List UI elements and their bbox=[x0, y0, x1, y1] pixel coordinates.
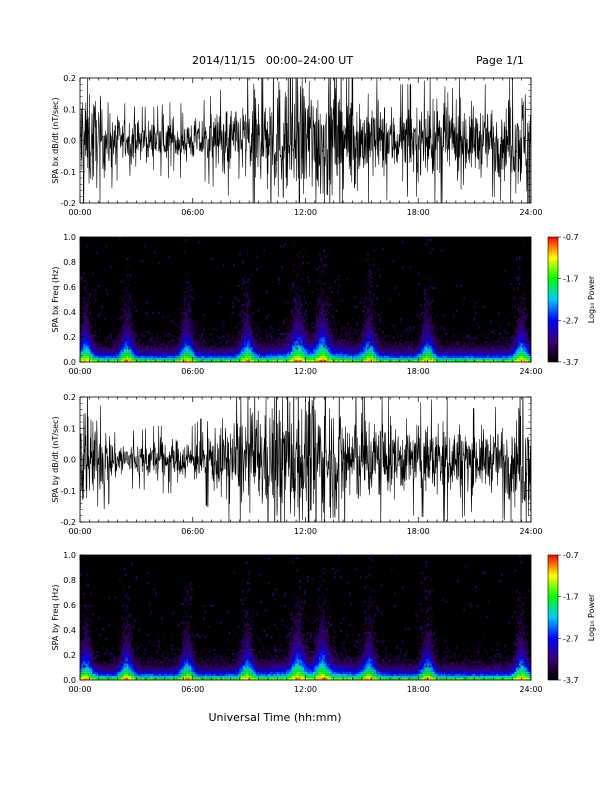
colorbar-tick-label: -0.7 bbox=[563, 551, 579, 560]
y-tick-label: -0.1 bbox=[60, 487, 76, 496]
x-tick-label: 00:00 bbox=[68, 527, 91, 536]
y-tick-label: 0.4 bbox=[63, 626, 76, 635]
y-tick-label: 0.0 bbox=[63, 358, 76, 367]
y-tick-label: 0.4 bbox=[63, 308, 76, 317]
colorbar bbox=[547, 236, 559, 363]
y-tick-label: 0.1 bbox=[63, 424, 76, 433]
x-tick-label: 12:00 bbox=[294, 527, 317, 536]
heatmap-cells bbox=[80, 555, 532, 681]
x-tick-label: 12:00 bbox=[294, 367, 317, 376]
y-tick-label: 0.6 bbox=[63, 283, 76, 292]
colorbar-tick-label: -0.7 bbox=[563, 233, 579, 242]
series-line bbox=[80, 397, 531, 522]
colorbar-label: Log₁₀ Power bbox=[587, 593, 596, 641]
page-indicator: Page 1/1 bbox=[476, 54, 524, 67]
y-tick-label: -0.2 bbox=[60, 199, 76, 208]
y-tick-label: 0.0 bbox=[63, 456, 76, 465]
y-tick-label: 1.0 bbox=[63, 233, 76, 242]
x-tick-label: 00:00 bbox=[68, 685, 91, 694]
x-tick-label: 18:00 bbox=[407, 527, 430, 536]
y-tick-label: 0.8 bbox=[63, 258, 76, 267]
x-tick-label: 24:00 bbox=[519, 208, 542, 217]
colorbar-label: Log₁₀ Power bbox=[587, 275, 596, 323]
panel-by-dbdt: -0.2 -0.1 0.0 0.1 0.2 SPA by dB/dt (nT/sec) 00… bbox=[51, 393, 543, 536]
figure-title: 2014/11/15 00:00–24:00 UT bbox=[192, 54, 354, 67]
colorbar-tick-label: -3.7 bbox=[563, 358, 579, 367]
x-tick-label: 24:00 bbox=[519, 685, 542, 694]
colorbar-tick-label: -1.7 bbox=[563, 275, 579, 284]
panel-by-freq: -0.7 -1.7 -2.7 -3.7 Log₁₀ Power 0.0 0.2 0.4 0.6 0… bbox=[51, 551, 596, 694]
heatmap-cells bbox=[80, 237, 532, 363]
y-tick-label: 0.1 bbox=[63, 105, 76, 114]
colorbar bbox=[547, 554, 559, 681]
y-tick-label: -0.1 bbox=[60, 168, 76, 177]
x-tick-label: 12:00 bbox=[294, 685, 317, 694]
y-tick-label: 0.2 bbox=[63, 651, 76, 660]
y-axis-label: SPA bx dB/dt (nT/sec) bbox=[51, 97, 60, 183]
y-tick-label: -0.2 bbox=[60, 518, 76, 527]
colorbar-tick-label: -1.7 bbox=[563, 593, 579, 602]
colorbar-tick-label: -3.7 bbox=[563, 676, 579, 685]
y-tick-label: 0.6 bbox=[63, 601, 76, 610]
x-tick-label: 18:00 bbox=[407, 208, 430, 217]
x-tick-label: 18:00 bbox=[407, 685, 430, 694]
x-tick-label: 06:00 bbox=[181, 527, 204, 536]
y-tick-label: 0.2 bbox=[63, 393, 76, 402]
y-axis-label: SPA by Freq (Hz) bbox=[51, 585, 60, 651]
x-tick-label: 24:00 bbox=[519, 367, 542, 376]
y-tick-label: 0.0 bbox=[63, 137, 76, 146]
y-tick-label: 0.2 bbox=[63, 74, 76, 83]
x-tick-label: 18:00 bbox=[407, 367, 430, 376]
x-axis-label: Universal Time (hh:mm) bbox=[209, 711, 342, 724]
y-tick-label: 0.8 bbox=[63, 576, 76, 585]
x-tick-label: 24:00 bbox=[519, 527, 542, 536]
y-tick-label: 1.0 bbox=[63, 551, 76, 560]
x-tick-label: 12:00 bbox=[294, 208, 317, 217]
x-tick-label: 00:00 bbox=[68, 367, 91, 376]
x-tick-label: 06:00 bbox=[181, 367, 204, 376]
y-tick-label: 0.2 bbox=[63, 333, 76, 342]
panel-bx-freq: -0.7 -1.7 -2.7 -3.7 Log₁₀ Power 0.0 0.2 0.4 0.6 0… bbox=[51, 233, 596, 376]
x-tick-label: 06:00 bbox=[181, 685, 204, 694]
colorbar-tick-label: -2.7 bbox=[563, 316, 579, 325]
series-line bbox=[80, 78, 531, 203]
panel-bx-dbdt: -0.2 -0.1 0.0 0.1 0.2 SPA bx dB/dt (nT/sec) 00… bbox=[51, 74, 543, 217]
x-tick-label: 06:00 bbox=[181, 208, 204, 217]
colorbar-tick-label: -2.7 bbox=[563, 634, 579, 643]
y-tick-label: 0.0 bbox=[63, 676, 76, 685]
y-axis-label: SPA by dB/dt (nT/sec) bbox=[51, 416, 60, 502]
x-tick-label: 00:00 bbox=[68, 208, 91, 217]
y-axis-label: SPA bx Freq (Hz) bbox=[51, 267, 60, 333]
